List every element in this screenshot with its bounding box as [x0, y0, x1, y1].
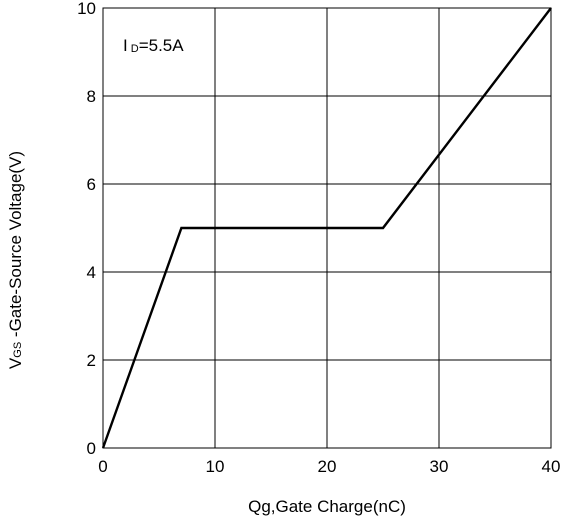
y-tick-label: 10 [77, 0, 96, 18]
x-tick-label: 20 [318, 457, 337, 476]
tick-labels: 0 10 20 30 40 0 2 4 6 8 10 [77, 0, 560, 476]
x-tick-label: 40 [542, 457, 561, 476]
annotation-main: I [123, 36, 128, 55]
annotation-sub: D [131, 43, 139, 55]
x-axis-title: Qg,Gate Charge(nC) [248, 497, 406, 516]
y-tick-label: 4 [87, 263, 96, 282]
x-tick-label: 10 [206, 457, 225, 476]
y-tick-label: 6 [87, 175, 96, 194]
vgs-series-line [101, 7, 552, 449]
y-tick-label: 0 [87, 439, 96, 458]
x-tick-label: 30 [430, 457, 449, 476]
y-axis-title: VGS -Gate-Source Voltage(V) [6, 151, 25, 369]
y-axis-title-sub: GS [12, 342, 24, 358]
x-tick-label: 0 [98, 457, 107, 476]
y-tick-label: 2 [87, 351, 96, 370]
y-axis-title-rest: -Gate-Source Voltage(V) [6, 151, 25, 342]
y-tick-label: 8 [87, 87, 96, 106]
current-annotation: I D=5.5A [123, 36, 184, 55]
y-axis-title-main: V [6, 357, 25, 369]
annotation-rest: =5.5A [139, 36, 185, 55]
plot-frame [102, 7, 552, 449]
